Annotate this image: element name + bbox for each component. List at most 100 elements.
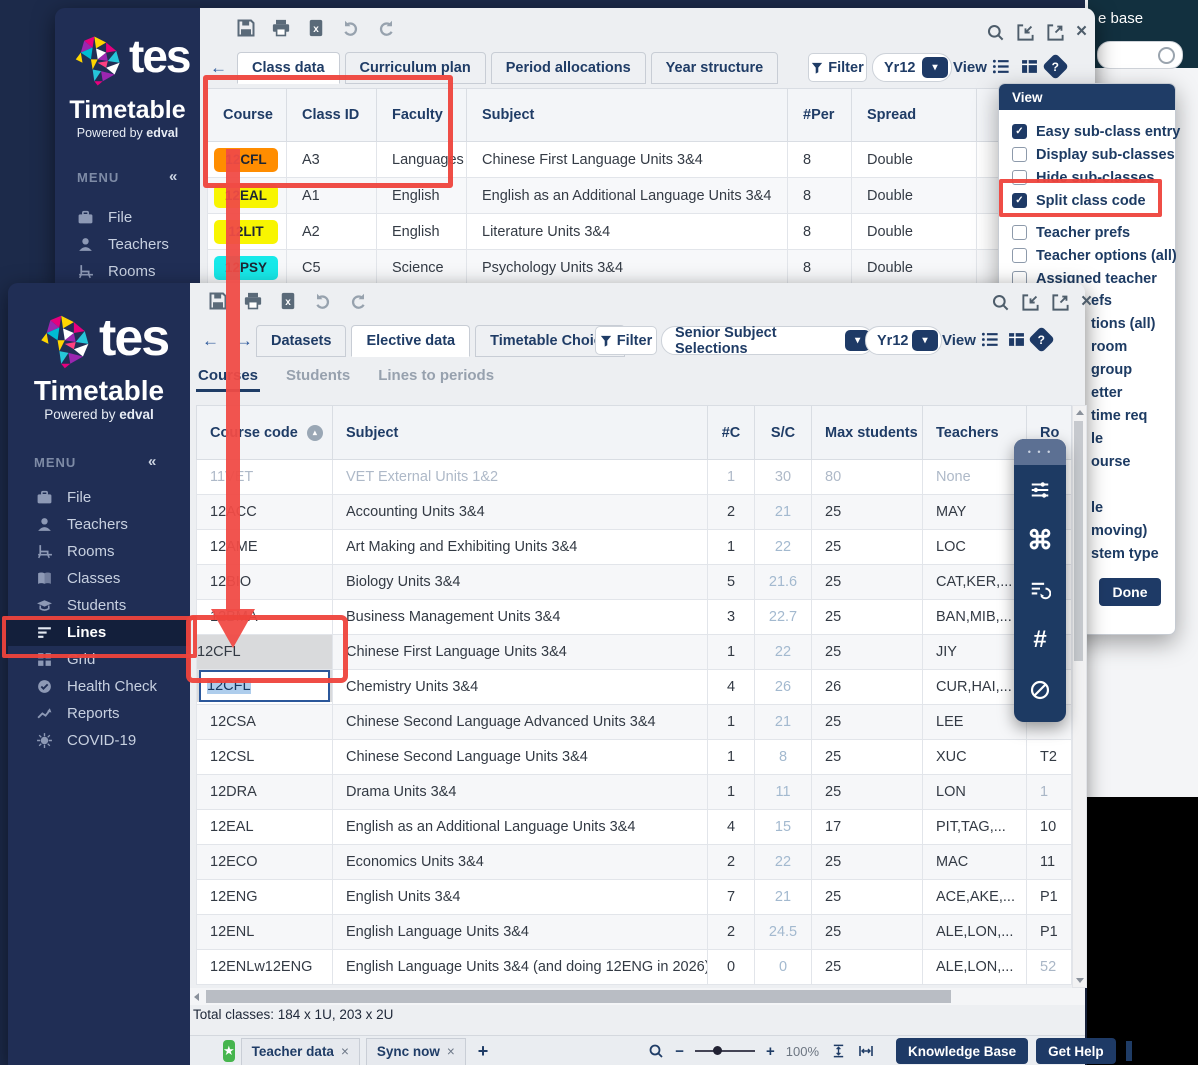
table-row[interactable]: 12LIT A2 English Literature Units 3&4 8 … [207,214,1095,250]
done-button[interactable]: Done [1099,578,1161,606]
sidebar-item-classes[interactable]: Classes [8,565,190,592]
search-icon[interactable] [986,23,1005,42]
zoom-slider-handle[interactable] [713,1046,723,1055]
redo-icon[interactable] [348,291,368,311]
window-restore-icon[interactable] [1125,1041,1132,1061]
filter-button[interactable]: Filter [595,326,657,355]
view-menu-item-clipped[interactable]: le [1091,431,1104,447]
scroll-down-icon[interactable] [1076,978,1084,983]
collapse-sidebar-button[interactable]: « [148,453,157,470]
view-menu-item[interactable]: ✓ Teacher prefs [999,221,1175,244]
sidebar-item-health-check[interactable]: Health Check [8,673,190,700]
checkbox-icon[interactable]: ✓ [1012,225,1027,240]
excel-export-icon[interactable]: x [306,18,326,38]
table-row[interactable]: 12ENL English Language Units 3&4 2 24.5 … [196,915,1072,950]
view-menu-item-clipped[interactable]: moving) [1091,523,1148,539]
col-spread[interactable]: Spread [852,88,977,142]
course-code-cell[interactable]: 12AME [196,530,333,565]
table-row[interactable]: 12ECO Economics Units 3&4 2 22 25 MAC 11 [196,845,1072,880]
checkbox-icon[interactable]: ✓ [1012,248,1027,263]
undo-icon[interactable] [341,18,361,38]
col-classes[interactable]: #C [708,405,755,460]
table-row[interactable]: 12DRA Drama Units 3&4 1 11 25 LON 1 [196,775,1072,810]
view-columns-icon[interactable] [1008,331,1025,348]
course-code-cell[interactable]: 12BIO [196,565,333,600]
view-menu-item[interactable]: ✓ Easy sub-class entry [999,120,1180,143]
table-row[interactable]: 12EAL English as an Additional Language … [196,810,1072,845]
col-subject[interactable]: Subject [333,405,708,460]
add-tab-button[interactable]: + [477,1040,489,1061]
view-menu-item-clipped[interactable]: efs [1091,293,1112,309]
room-cell[interactable]: P1 [1027,880,1072,915]
nav-tab[interactable]: Period allocations [490,52,646,84]
dock-window-icon[interactable] [1016,23,1035,42]
nav-tab[interactable]: Elective data [351,325,471,357]
table-row[interactable]: 12BIO Biology Units 3&4 5 21.6 25 CAT,KE… [196,565,1072,600]
table-row[interactable]: 12CSL Chinese Second Language Units 3&4 … [196,740,1072,775]
table-row[interactable]: 11VET VET External Units 1&2 1 30 80 Non… [196,460,1072,495]
view-menu-item[interactable]: ✓ Split class code [999,189,1175,212]
table-row[interactable]: 12BMA Business Management Units 3&4 3 22… [196,600,1072,635]
room-cell[interactable]: 10 [1027,810,1072,845]
fit-width-icon[interactable] [858,1043,874,1059]
close-tab-icon[interactable]: × [446,1044,455,1059]
knowledge-base-button[interactable]: Knowledge Base [896,1038,1029,1064]
view-list-icon[interactable] [981,330,1000,349]
search-icon[interactable] [991,293,1010,312]
sidebar-item-reports[interactable]: Reports [8,700,190,727]
course-code-cell[interactable]: 11VET [196,460,333,495]
drag-handle-icon[interactable]: • • • [1014,439,1066,465]
room-cell[interactable]: P1 [1027,915,1072,950]
course-code-badge[interactable]: 12LIT [214,219,278,244]
sub-tab[interactable]: Students [286,367,351,384]
room-cell[interactable]: 52 [1027,950,1072,985]
table-row[interactable]: 12PSY C5 Science Psychology Units 3&4 8 … [207,250,1095,286]
sidebar-item-rooms[interactable]: Rooms [55,258,200,285]
year-filter-dropdown[interactable]: Yr12 ▾ [865,326,942,355]
col-course-code[interactable]: Course code ▴ [196,405,333,460]
col-max-students[interactable]: Max students [812,405,923,460]
course-code-cell[interactable]: 12ECO [196,845,333,880]
view-menu-item-clipped[interactable]: stem type [1091,546,1159,562]
view-menu-item-clipped[interactable]: time req [1091,408,1148,424]
sidebar-item-file[interactable]: File [55,204,200,231]
checkbox-icon[interactable]: ✓ [1012,193,1027,208]
table-row[interactable]: 12ENLw12ENG English Language Units 3&4 (… [196,950,1072,985]
scroll-up-icon[interactable] [1076,410,1084,415]
room-cell[interactable]: 11 [1027,845,1072,880]
save-icon[interactable] [236,18,256,38]
course-code-cell[interactable]: 12ACC [196,495,333,530]
print-icon[interactable] [243,291,263,311]
undo-icon[interactable] [313,291,333,311]
excel-export-icon[interactable]: x [278,291,298,311]
adjust-sliders-icon[interactable] [1029,479,1051,501]
popout-window-icon[interactable] [1051,293,1070,312]
close-icon[interactable]: × [1081,291,1093,312]
sidebar-item-covid19[interactable]: COVID-19 [8,727,190,754]
checkbox-icon[interactable]: ✓ [1012,170,1027,185]
help-icon[interactable]: ? [1028,326,1055,353]
course-code-cell[interactable]: 12DRA [196,775,333,810]
course-code-cell[interactable]: 12EAL [196,810,333,845]
favorite-button[interactable]: ★ [223,1040,235,1062]
course-code-cell[interactable]: 12ENL [196,915,333,950]
zoom-in-button[interactable]: + [766,1042,775,1060]
view-menu-item-clipped[interactable]: group [1091,362,1133,378]
nav-tab[interactable]: Datasets [256,325,347,357]
col-per[interactable]: #Per [788,88,852,142]
vertical-scrollbar[interactable] [1072,405,1087,988]
redo-icon[interactable] [376,18,396,38]
checkbox-icon[interactable]: ✓ [1012,124,1027,139]
zoom-slider[interactable] [695,1046,756,1055]
sidebar-item-rooms[interactable]: Rooms [8,538,190,565]
course-code-cell[interactable]: 12CSA [196,705,333,740]
vertical-scroll-thumb[interactable] [1074,421,1083,661]
chevron-down-icon[interactable]: ▾ [845,330,870,351]
view-menu-item-clipped[interactable]: room [1091,339,1128,355]
view-menu-item-clipped[interactable]: etter [1091,385,1123,401]
get-help-button[interactable]: Get Help [1036,1038,1116,1064]
help-icon[interactable]: ? [1042,53,1069,80]
list-sync-icon[interactable] [1029,579,1051,601]
collapse-sidebar-button[interactable]: « [169,168,178,185]
nav-tab[interactable]: Year structure [650,52,779,84]
